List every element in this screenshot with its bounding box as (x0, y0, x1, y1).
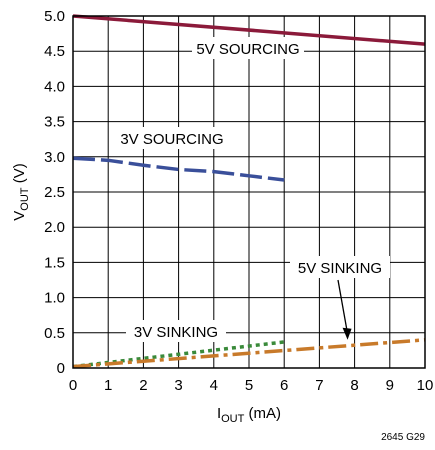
x-tick-label: 10 (417, 377, 434, 394)
x-tick-label: 1 (104, 377, 112, 394)
y-tick-label: 4.0 (44, 78, 65, 95)
annotation-bg-5v-sinking (290, 256, 390, 278)
y-tick-label: 3.0 (44, 149, 65, 166)
y-tick-labels: 0 0.5 1.0 1.5 2.0 2.5 3.0 3.5 4.0 4.5 5.0 (44, 8, 65, 377)
y-tick-label: 1.0 (44, 290, 65, 307)
x-tick-label: 3 (174, 377, 182, 394)
annotation-arrow-head (342, 327, 352, 340)
series-line-5v-sourcing (72, 14, 426, 46)
annotation-3v-sinking: 3V SINKING (134, 324, 218, 341)
x-tick-label: 8 (350, 377, 358, 394)
y-tick-label: 0.5 (44, 325, 65, 342)
annotation-5v-sinking: 5V SINKING (298, 260, 382, 277)
y-axis-title: VOUT (V) (11, 163, 31, 220)
x-tick-label: 0 (69, 377, 77, 394)
annotation-arrow-shaft (337, 279, 349, 334)
y-axis-title-main: V (11, 211, 28, 221)
y-tick-label: 3.5 (44, 114, 65, 131)
y-tick-label: 1.5 (44, 254, 65, 271)
annotation-bg-3v-sourcing (116, 127, 228, 149)
x-tick-label: 9 (386, 377, 394, 394)
annotation-bg-3v-sinking (126, 320, 226, 342)
y-tick-label: 0 (57, 360, 65, 377)
y-axis-title-rest: (V) (11, 163, 28, 187)
x-tick-label: 5 (245, 377, 253, 394)
annotation-bg-5v-sourcing (192, 37, 304, 59)
figure-code: 2645 G29 (381, 432, 425, 443)
annotation-layer: 5V SOURCING 3V SOURCING 3V SINKING 5V SINKI… (116, 37, 390, 342)
x-tick-label: 6 (280, 377, 288, 394)
x-axis-title-main: I (217, 405, 221, 422)
series-layer (72, 14, 426, 369)
x-axis-title-sub: OUT (221, 413, 245, 425)
series-line-3v-sourcing (72, 156, 285, 182)
annotation-5v-sourcing: 5V SOURCING (196, 41, 299, 58)
x-tick-label: 4 (210, 377, 218, 394)
x-axis-title: IOUT (mA) (217, 405, 281, 425)
y-tick-label: 2.0 (44, 219, 65, 236)
x-tick-labels: 0 1 2 3 4 5 6 7 8 9 10 (69, 377, 434, 394)
y-axis-title-sub: OUT (19, 187, 31, 211)
y-tick-label: 5.0 (44, 8, 65, 25)
grid (73, 16, 425, 368)
x-axis-title-rest: (mA) (244, 405, 281, 422)
x-tick-label: 2 (139, 377, 147, 394)
plot-frame (72, 15, 426, 369)
y-tick-label: 2.5 (44, 184, 65, 201)
series-line-5v-sinking (72, 338, 426, 369)
x-tick-label: 7 (315, 377, 323, 394)
annotation-3v-sourcing: 3V SOURCING (120, 131, 223, 148)
y-tick-label: 4.5 (44, 43, 65, 60)
